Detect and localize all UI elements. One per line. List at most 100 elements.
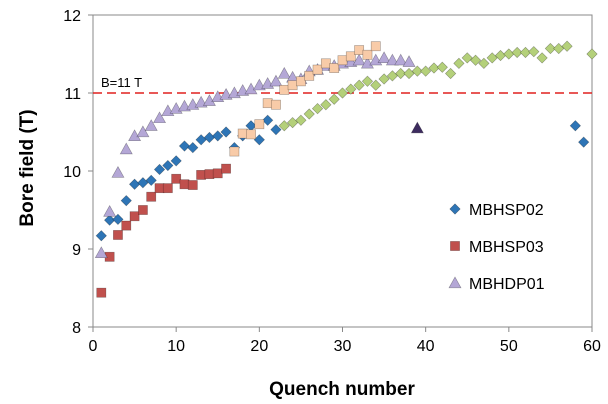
data-point (286, 117, 299, 129)
data-point (320, 99, 332, 111)
data-point (119, 142, 133, 155)
data-point (270, 124, 282, 136)
data-point (329, 63, 340, 73)
data-point (269, 74, 283, 87)
series-mbhsp02 (95, 114, 282, 242)
data-point (94, 246, 108, 259)
x-tick-label: 40 (417, 338, 435, 355)
y-tick-label: 9 (72, 242, 81, 259)
data-point (237, 128, 248, 139)
x-tick-label: 0 (89, 338, 98, 355)
series-unlabeled-4 (278, 40, 598, 132)
data-point (385, 53, 399, 66)
data-point (296, 76, 306, 87)
data-point (212, 130, 224, 142)
y-tick-label: 12 (63, 8, 81, 25)
data-point (402, 55, 416, 67)
data-point (144, 119, 158, 131)
legend-item: MBHDP01 (448, 276, 545, 293)
data-point (246, 129, 256, 140)
data-point (138, 205, 148, 215)
data-point (328, 93, 340, 105)
data-point (170, 155, 182, 167)
data-point (254, 119, 265, 130)
data-point (229, 146, 240, 157)
data-point (120, 195, 132, 207)
data-point (394, 53, 408, 66)
data-point (253, 134, 265, 146)
data-point (171, 173, 182, 184)
data-point (295, 114, 307, 126)
x-axis-title: Quench number (269, 379, 415, 400)
data-point (494, 49, 507, 62)
data-point (203, 131, 216, 144)
data-point (352, 53, 366, 66)
data-point (271, 99, 281, 110)
data-point (586, 48, 598, 60)
data-point (337, 55, 348, 66)
data-point (353, 79, 365, 91)
data-point (461, 52, 473, 64)
x-tick-label: 50 (500, 338, 518, 355)
data-point (145, 174, 157, 186)
data-point (378, 73, 390, 85)
data-point (146, 191, 157, 202)
data-point (278, 120, 290, 132)
data-point (162, 183, 173, 194)
data-point (311, 102, 324, 115)
reference-line-label: B=11 T (101, 75, 142, 90)
data-point (187, 141, 199, 154)
data-point (153, 111, 167, 124)
data-point (262, 98, 273, 109)
data-point (137, 177, 149, 189)
data-point (104, 214, 116, 226)
data-point (362, 49, 373, 60)
data-point (244, 82, 258, 95)
data-point (96, 287, 107, 298)
data-point (569, 120, 581, 132)
data-point (129, 211, 140, 222)
data-point (377, 51, 391, 64)
data-point (345, 51, 356, 62)
data-point (361, 75, 374, 87)
data-point (578, 136, 590, 148)
legend-item: MBHSP02 (449, 202, 544, 219)
data-point (386, 70, 399, 82)
y-tick-label: 10 (63, 164, 81, 181)
data-point (360, 56, 374, 69)
legend-label: MBHSP03 (469, 239, 544, 256)
data-point (486, 52, 498, 64)
data-point (511, 46, 523, 59)
data-point (113, 230, 123, 240)
reference-line-group: B=11 T (93, 75, 592, 94)
data-point (444, 67, 457, 80)
legend-label: MBHSP02 (469, 202, 544, 219)
data-point (370, 79, 382, 91)
data-point (136, 125, 150, 138)
data-point (196, 170, 207, 180)
data-point (536, 52, 548, 64)
data-point (221, 163, 231, 174)
data-point (304, 70, 315, 81)
data-point (179, 179, 190, 190)
legend-item: MBHSP03 (450, 239, 544, 256)
data-point (403, 67, 415, 80)
data-point (112, 213, 124, 225)
data-point (528, 46, 540, 58)
data-point (354, 45, 365, 55)
data-point (553, 42, 565, 55)
data-point (277, 66, 291, 79)
data-point (411, 65, 423, 77)
legend-marker (448, 276, 462, 289)
data-point (420, 65, 432, 77)
legend-label: MBHDP01 (469, 276, 545, 293)
x-tick-label: 30 (334, 338, 352, 355)
y-axis-title: Bore field (T) (17, 109, 38, 226)
x-tick-label: 10 (167, 338, 185, 355)
x-tick-label: 20 (250, 338, 268, 355)
data-point (312, 64, 323, 75)
data-point (303, 108, 315, 120)
data-point (212, 168, 223, 179)
data-point (410, 121, 424, 134)
